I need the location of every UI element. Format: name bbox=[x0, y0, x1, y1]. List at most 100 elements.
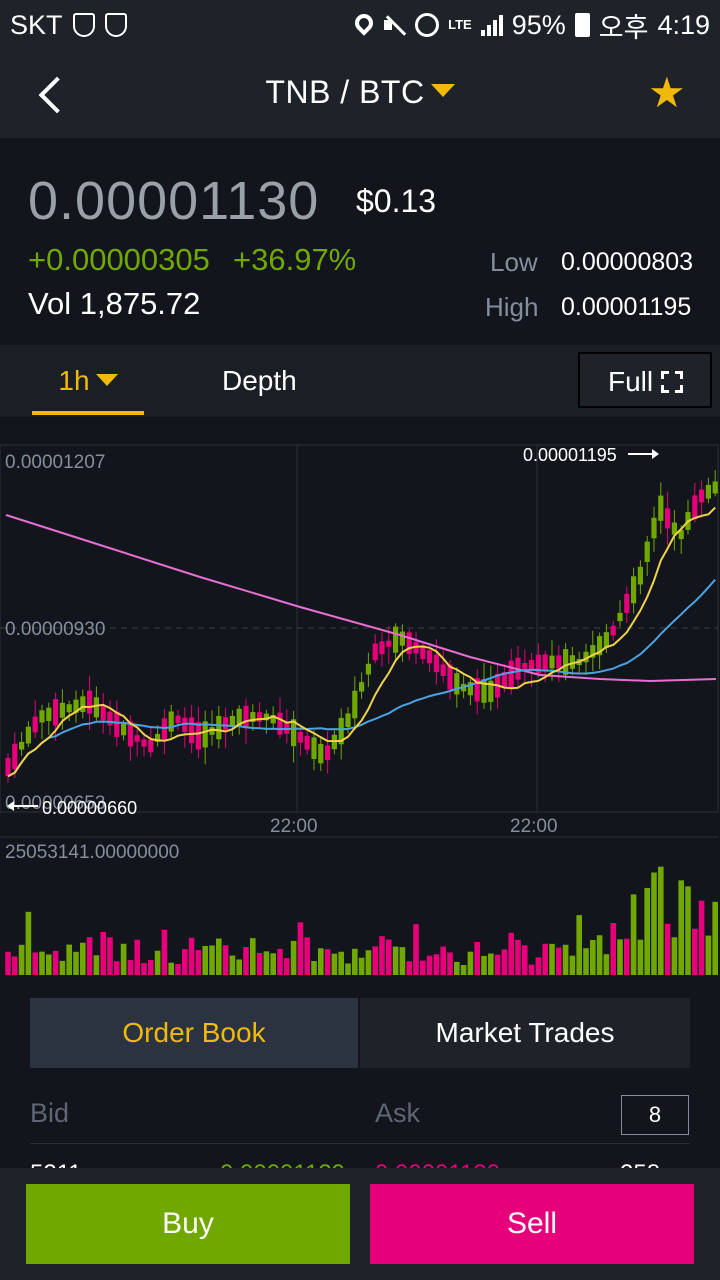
tab-market-trades[interactable]: Market Trades bbox=[360, 998, 690, 1068]
volume-bar bbox=[576, 915, 582, 975]
candle-body bbox=[175, 715, 181, 724]
candle-body bbox=[365, 663, 371, 675]
candle-body bbox=[257, 712, 263, 722]
volume-bar bbox=[454, 961, 460, 975]
volume-bar bbox=[222, 945, 229, 975]
price-change: +0.00000305 bbox=[28, 242, 210, 277]
volume-bar bbox=[236, 959, 242, 975]
sell-button[interactable]: Sell bbox=[370, 1184, 694, 1264]
candle-body bbox=[325, 745, 331, 761]
fullscreen-label: Full bbox=[608, 366, 654, 397]
candle-body bbox=[304, 735, 310, 750]
mute-icon bbox=[382, 14, 406, 36]
volume-bar bbox=[243, 947, 249, 975]
buy-button[interactable]: Buy bbox=[26, 1184, 350, 1264]
high-value: 0.00001195 bbox=[561, 293, 692, 321]
clock-ampm: 오후 bbox=[598, 12, 649, 43]
volume-bar bbox=[358, 957, 365, 975]
volume-bar bbox=[73, 951, 79, 975]
depth-selector[interactable]: 8 bbox=[621, 1095, 689, 1135]
candle-body bbox=[291, 719, 297, 747]
shield-icon bbox=[72, 13, 95, 37]
volume-bar bbox=[460, 964, 467, 975]
candle-body bbox=[93, 697, 99, 718]
clock-time: 4:19 bbox=[657, 9, 710, 40]
ask-column-label: Ask bbox=[375, 1098, 421, 1128]
volume-bar bbox=[311, 961, 317, 975]
candle-body bbox=[610, 625, 616, 636]
battery-icon bbox=[574, 13, 590, 37]
interval-label: 1h bbox=[58, 365, 90, 396]
candle-body bbox=[420, 645, 426, 660]
volume-bar bbox=[678, 880, 684, 975]
volume-bar bbox=[12, 956, 18, 975]
volume-bar bbox=[549, 943, 555, 975]
volume-bar bbox=[392, 946, 399, 975]
candle-body bbox=[12, 743, 18, 770]
chart-canvas: 0.00001207 0.00000930 0.00000653 0.00001… bbox=[0, 444, 719, 975]
volume-bar bbox=[515, 939, 521, 975]
volume-bar bbox=[467, 951, 474, 975]
battery-percent: 95% bbox=[511, 9, 566, 40]
volume-bar bbox=[522, 945, 528, 975]
volume-bar bbox=[127, 959, 134, 975]
volume-bar bbox=[250, 938, 256, 975]
volume-bar bbox=[420, 960, 426, 975]
volume-bar bbox=[229, 955, 236, 975]
candle-body bbox=[488, 680, 494, 702]
volume-bar bbox=[66, 944, 72, 975]
candle-body bbox=[182, 717, 188, 732]
candle-body bbox=[46, 707, 52, 721]
candle-body bbox=[32, 716, 38, 733]
volume-bar bbox=[698, 900, 705, 975]
usd-price: $0.13 bbox=[356, 183, 437, 219]
volume-bar bbox=[304, 937, 310, 975]
candle-body bbox=[263, 713, 269, 721]
candle-body bbox=[141, 739, 147, 747]
volume-bar bbox=[583, 948, 589, 975]
volume-bar bbox=[175, 964, 181, 975]
volume-label: Vol bbox=[28, 286, 72, 321]
candle-body bbox=[474, 678, 480, 702]
depth-tab[interactable]: Depth bbox=[222, 365, 297, 396]
favorite-star-icon[interactable]: ★ bbox=[648, 69, 686, 116]
candle-body bbox=[168, 711, 174, 732]
volume-bar bbox=[596, 935, 603, 975]
volume-bar bbox=[664, 923, 671, 975]
candle-body bbox=[651, 517, 657, 539]
candle-body bbox=[80, 696, 86, 712]
candle-body bbox=[501, 672, 507, 688]
active-tab-indicator bbox=[32, 411, 144, 415]
candle-body bbox=[53, 699, 59, 726]
fullscreen-button[interactable]: Full bbox=[578, 352, 712, 408]
volume-bar bbox=[481, 955, 487, 975]
orderbook-tabs: Order Book Market Trades bbox=[30, 998, 690, 1068]
volume-bar bbox=[284, 958, 290, 975]
tab-order-book[interactable]: Order Book bbox=[30, 998, 358, 1068]
volume-bar bbox=[195, 950, 202, 975]
volume-bar bbox=[25, 911, 32, 975]
bid-column-label: Bid bbox=[30, 1098, 70, 1128]
volume-bar bbox=[120, 943, 127, 975]
axis-top-label: 0.00001207 bbox=[5, 452, 105, 473]
candlestick-chart[interactable]: 0.00001207 0.00000930 0.00000653 0.00001… bbox=[0, 417, 720, 990]
candle-body bbox=[243, 705, 249, 729]
candle-body bbox=[19, 741, 25, 750]
candle-body bbox=[148, 739, 154, 753]
volume-bar bbox=[556, 947, 562, 975]
volume-bar bbox=[671, 937, 678, 975]
volume-bar bbox=[447, 952, 453, 975]
chart-tabs: 1h Depth Full bbox=[0, 345, 720, 417]
candles bbox=[5, 470, 718, 783]
interval-tab[interactable]: 1h bbox=[32, 345, 144, 417]
volume-bar bbox=[630, 894, 637, 975]
volume-bar bbox=[202, 945, 208, 975]
candle-body bbox=[189, 717, 195, 744]
location-icon bbox=[351, 10, 377, 36]
candle-body bbox=[529, 660, 535, 671]
candle-body bbox=[535, 654, 541, 674]
pair-selector[interactable]: TNB / BTC bbox=[0, 74, 720, 111]
volume-bar bbox=[256, 952, 263, 975]
volume-bar bbox=[426, 955, 433, 975]
candle-body bbox=[318, 743, 324, 764]
